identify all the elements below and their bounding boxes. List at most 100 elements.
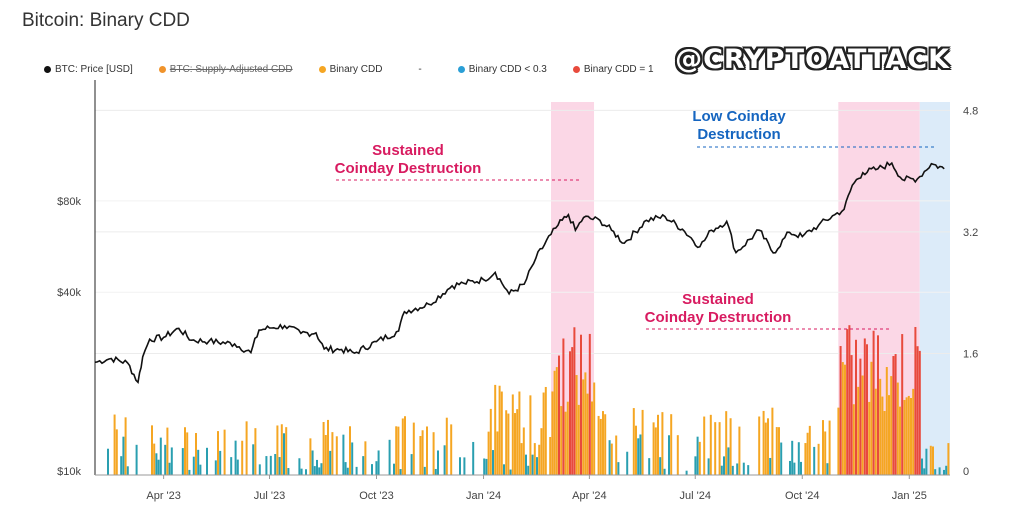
cdd-bar [602, 411, 604, 475]
cdd-bar [577, 404, 580, 475]
cdd-bar [329, 450, 332, 475]
cdd-bar [498, 385, 501, 475]
cdd-bar [503, 464, 505, 475]
cdd-bar [120, 456, 123, 475]
annotation-low-line2: Destruction [697, 126, 780, 143]
cdd-bar [837, 407, 840, 475]
cdd-bar [703, 416, 706, 475]
cdd-bar [877, 335, 879, 475]
binary-cdd-bars [107, 325, 950, 475]
cdd-bar [901, 334, 904, 475]
annotations: Sustained Coinday Destruction Low Coinda… [335, 108, 934, 330]
cdd-bar [824, 431, 827, 475]
cdd-bar [252, 444, 255, 475]
cdd-bar [800, 461, 802, 475]
cdd-bar [514, 413, 516, 475]
cdd-bar [822, 420, 824, 475]
highlight-bands [551, 102, 950, 475]
y-right-tick-label: 1.6 [963, 348, 978, 360]
cdd-bar [351, 442, 354, 475]
cdd-bar [736, 463, 739, 475]
legend-label-price: BTC: Price [USD] [55, 64, 133, 75]
cdd-bar [817, 443, 820, 475]
cdd-bar [639, 434, 642, 475]
cdd-bar [731, 465, 734, 475]
cdd-bar [410, 454, 413, 475]
cdd-bar [808, 425, 811, 475]
cdd-bar [388, 439, 391, 475]
cdd-bar [696, 436, 699, 475]
cdd-bar [573, 327, 576, 475]
cdd-bar [276, 425, 279, 475]
cdd-bar [399, 469, 402, 475]
cdd-bar [393, 463, 395, 475]
cdd-bar [661, 412, 664, 475]
cdd-bar [586, 393, 589, 475]
cdd-bar [155, 453, 158, 475]
cdd-bar [186, 432, 189, 475]
cdd-bar [670, 414, 673, 475]
cdd-bar [181, 448, 184, 475]
cdd-bar [945, 465, 948, 475]
cdd-bar [531, 454, 534, 475]
cdd-bar [342, 434, 345, 475]
cdd-bar [826, 463, 829, 475]
legend-label-dash: - [418, 64, 422, 75]
cdd-bar [269, 455, 272, 475]
cdd-bar [518, 391, 521, 475]
cdd-bar [278, 457, 281, 475]
cdd-bar [318, 467, 321, 475]
x-tick-label: Jul '24 [680, 490, 711, 502]
cdd-bar [362, 456, 365, 475]
legend-item-binary-cdd-low[interactable]: Binary CDD < 0.3 [457, 64, 547, 75]
cdd-bar [610, 443, 613, 475]
cdd-bar [907, 395, 910, 475]
legend-item-price[interactable]: BTC: Price [USD] [44, 64, 133, 75]
cdd-bar [188, 469, 191, 475]
cdd-bar [135, 444, 138, 475]
x-tick-label: Apr '23 [146, 490, 181, 502]
cdd-bar [234, 440, 237, 475]
cdd-bar [331, 432, 334, 475]
cdd-bar [217, 431, 219, 475]
cdd-bar [910, 397, 912, 475]
cdd-bar [859, 358, 862, 475]
cdd-bar [861, 375, 864, 475]
cdd-bar [214, 460, 217, 475]
cdd-bar [932, 446, 934, 475]
cdd-bar [192, 456, 195, 475]
cdd-bar [412, 422, 415, 475]
cdd-bar [747, 465, 750, 475]
cdd-bar [364, 441, 367, 475]
cdd-bar [426, 426, 428, 475]
cdd-bar [635, 425, 637, 475]
legend-item-binary-cdd[interactable]: Binary CDD [318, 64, 383, 75]
legend-dot-binary-cdd [318, 66, 326, 73]
x-tick-label: Jan '25 [892, 490, 927, 502]
legend-label-supply-adjusted-cdd: BTC: Supply-Adjusted CDD [169, 64, 293, 75]
cdd-bar [758, 416, 761, 475]
cdd-bar [943, 469, 945, 475]
cdd-bar [575, 375, 578, 475]
legend-item-binary-cdd-one[interactable]: Binary CDD = 1 [572, 64, 654, 75]
cdd-bar [549, 437, 552, 475]
cdd-bar [793, 462, 796, 475]
cdd-bar [564, 411, 567, 475]
cdd-bar [540, 428, 543, 475]
cdd-bar [443, 445, 446, 475]
cdd-bar [742, 462, 745, 475]
cdd-bar [615, 435, 618, 475]
x-tick-label: Oct '23 [359, 490, 394, 502]
y-left-tick-label: $40k [57, 287, 81, 299]
cdd-bar [298, 458, 301, 475]
legend-label-binary-cdd: Binary CDD [329, 64, 383, 75]
cdd-bar [527, 465, 530, 475]
cdd-bar [113, 414, 116, 475]
legend-item-supply-adjusted-cdd[interactable]: BTC: Supply-Adjusted CDD [158, 64, 293, 75]
cdd-bar [555, 367, 558, 475]
cdd-bar [505, 410, 508, 475]
x-tick-label: Jul '23 [254, 490, 285, 502]
cdd-bar [483, 458, 486, 475]
cdd-bar [883, 410, 886, 475]
cdd-bar [401, 418, 404, 475]
